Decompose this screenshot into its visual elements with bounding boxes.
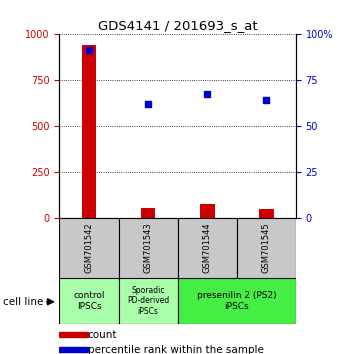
Bar: [237, 218, 296, 278]
Bar: [200, 204, 215, 218]
Text: GSM701544: GSM701544: [203, 222, 212, 273]
Text: cell line: cell line: [3, 297, 44, 307]
Bar: [82, 45, 97, 218]
Bar: [59, 347, 88, 353]
Text: control
IPSCs: control IPSCs: [73, 291, 105, 310]
Title: GDS4141 / 201693_s_at: GDS4141 / 201693_s_at: [98, 19, 257, 33]
Bar: [177, 218, 237, 278]
Text: GSM701545: GSM701545: [262, 222, 271, 273]
Text: percentile rank within the sample: percentile rank within the sample: [88, 346, 264, 354]
Text: GSM701542: GSM701542: [85, 222, 94, 273]
Text: count: count: [88, 330, 117, 340]
Bar: [59, 218, 119, 278]
Text: GSM701543: GSM701543: [143, 222, 153, 273]
Bar: [59, 332, 88, 337]
Bar: [259, 210, 274, 218]
Bar: [119, 218, 177, 278]
Text: Sporadic
PD-derived
iPSCs: Sporadic PD-derived iPSCs: [127, 286, 169, 316]
Bar: [119, 278, 177, 324]
Text: presenilin 2 (PS2)
iPSCs: presenilin 2 (PS2) iPSCs: [197, 291, 276, 310]
Bar: [59, 278, 119, 324]
Bar: [177, 278, 296, 324]
Bar: [141, 207, 155, 218]
